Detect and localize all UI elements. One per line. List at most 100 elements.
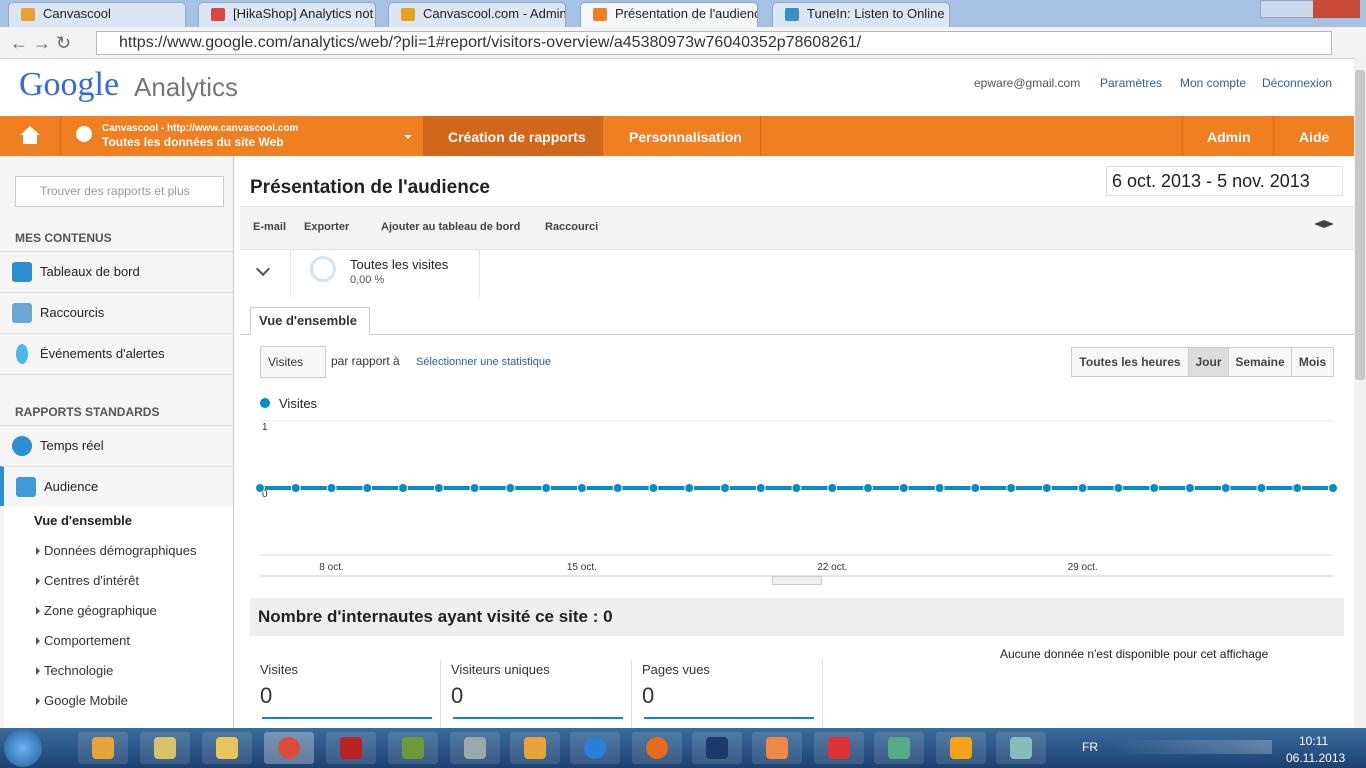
chart-resize[interactable] (772, 576, 822, 585)
granularity-button[interactable]: Semaine (1228, 347, 1292, 377)
active-item[interactable]: Vue d'ensemble (34, 513, 132, 528)
clock-date[interactable]: 06.11.2013 (1286, 751, 1346, 765)
compare-link[interactable]: Sélectionner une statistique (416, 356, 552, 368)
metric-value: 0 (451, 683, 464, 708)
taskbar-app[interactable] (202, 732, 252, 764)
taskbar-app[interactable] (450, 732, 500, 764)
x-tick-label: 8 oct. (319, 562, 343, 573)
tray-icons[interactable] (1112, 740, 1272, 754)
browser-tab[interactable]: [HikaShop] Analytics not (198, 2, 376, 27)
tab-title: [HikaShop] Analytics not (233, 6, 374, 21)
legend-marker (260, 398, 270, 408)
sub-item[interactable]: Comportement (36, 633, 130, 648)
data-point (1041, 483, 1052, 493)
button-label: Mois (1298, 355, 1327, 369)
compare-label: par rapport à (331, 354, 400, 368)
url-text: https://www.google.com/analytics/web/?pl… (119, 34, 862, 51)
taskbar-app[interactable] (388, 732, 438, 764)
taskbar-app[interactable] (326, 732, 376, 764)
nav-item[interactable]: Tableaux de bord (0, 251, 233, 291)
nav-item[interactable]: Raccourcis (0, 292, 233, 332)
globe-icon (76, 126, 92, 142)
taskbar-app[interactable] (936, 732, 986, 764)
nav-tab[interactable]: Aide (1299, 129, 1330, 145)
date-picker[interactable]: 6 oct. 2013 - 5 nov. 2013 (1106, 166, 1343, 196)
action[interactable]: Raccourci (545, 221, 599, 233)
taskbar-app[interactable] (752, 732, 802, 764)
address-bar[interactable]: https://www.google.com/analytics/web/?pl… (96, 31, 1332, 55)
data-point (1113, 483, 1124, 493)
taskbar-app[interactable] (632, 732, 682, 764)
home-icon[interactable] (20, 126, 40, 144)
site-view[interactable]: Toutes les données du site Web (102, 135, 284, 149)
metric-name: Pages vues (642, 662, 710, 677)
action[interactable]: Ajouter au tableau de bord (381, 221, 521, 233)
sparkline (262, 717, 432, 719)
taskbar-app[interactable] (78, 732, 128, 764)
tab[interactable]: Vue d'ensemble (250, 307, 370, 335)
sparkline (453, 717, 623, 719)
nav-tab[interactable]: Création de rapports (448, 129, 586, 145)
header-link[interactable]: Déconnexion (1262, 76, 1333, 90)
granularity-button[interactable]: Jour (1188, 347, 1229, 377)
site-name[interactable]: Canvascool - http://www.canvascool.com (102, 123, 299, 134)
nav-tab[interactable]: Personnalisation (629, 129, 742, 145)
data-point (362, 483, 373, 493)
data-point (791, 483, 802, 493)
user-email: epware@gmail.com (974, 76, 1081, 90)
browser-tab[interactable]: Canvascool.com - Admini (388, 2, 566, 27)
taskbar-app[interactable] (996, 732, 1046, 764)
segment-ring (310, 256, 336, 282)
taskbar-app[interactable] (874, 732, 924, 764)
nav-buttons[interactable]: ← → ↻ (10, 33, 72, 53)
expand-icon[interactable] (255, 261, 271, 277)
taskbar-app[interactable] (264, 732, 314, 764)
nav-item[interactable]: Audience (0, 466, 233, 506)
dropdown-arrow[interactable] (404, 135, 412, 143)
taskbar-app[interactable] (814, 732, 864, 764)
data-point (684, 483, 695, 493)
nav-item[interactable]: Événements d'alertes (0, 333, 233, 373)
sub-item[interactable]: Centres d'intérêt (36, 573, 139, 588)
metric-select[interactable]: Visites (260, 346, 326, 378)
close-button[interactable] (1313, 0, 1360, 18)
logo-analytics[interactable]: Analytics (134, 72, 239, 102)
granularity-button[interactable]: Mois (1291, 347, 1334, 377)
summary-title: Nombre d'internautes ayant visité ce sit… (258, 607, 613, 626)
section-title: RAPPORTS STANDARDS (15, 405, 160, 419)
metric-value: 0 (642, 683, 655, 708)
item-label: Temps réel (40, 438, 104, 453)
sub-item[interactable]: Technologie (35, 663, 114, 678)
sub-item[interactable]: Zone géographique (36, 603, 157, 618)
granularity-button[interactable]: Toutes les heures (1071, 347, 1189, 377)
sub-item[interactable]: Données démographiques (36, 543, 197, 558)
metric-label: Visites (268, 355, 304, 369)
browser-tab[interactable]: Canvascool (8, 2, 186, 27)
language[interactable]: FR (1082, 740, 1098, 754)
nav-tab[interactable]: Admin (1207, 129, 1251, 145)
taskbar-app[interactable] (570, 732, 620, 764)
data-point (1328, 483, 1338, 493)
scroll-thumb[interactable] (1355, 70, 1365, 380)
help-icon[interactable] (1314, 220, 1334, 228)
placeholder: Trouver des rapports et plus (40, 184, 190, 198)
tab-title: TuneIn: Listen to Online R (807, 6, 950, 21)
taskbar-app[interactable] (692, 732, 742, 764)
browser-tab[interactable]: TuneIn: Listen to Online R (772, 2, 950, 27)
start-button[interactable] (4, 729, 42, 767)
search-box[interactable]: Trouver des rapports et plus (15, 176, 224, 207)
sub-item[interactable]: Google Mobile (36, 693, 128, 708)
header-link[interactable]: Mon compte (1180, 76, 1247, 90)
clock-time[interactable]: 10:11 (1299, 734, 1329, 748)
browser-tab[interactable]: Présentation de l'audience (580, 2, 758, 27)
action[interactable]: E-mail (253, 221, 287, 233)
data-point (863, 483, 874, 493)
logo-google[interactable]: Google (19, 66, 120, 103)
segment-name[interactable]: Toutes les visites (350, 257, 449, 272)
header-link[interactable]: Paramètres (1100, 76, 1163, 90)
action[interactable]: Exporter (304, 221, 350, 233)
nav-item[interactable]: Temps réel (0, 425, 233, 465)
taskbar-app[interactable] (140, 732, 190, 764)
active-nav-tab[interactable] (423, 116, 603, 156)
taskbar-app[interactable] (510, 732, 560, 764)
